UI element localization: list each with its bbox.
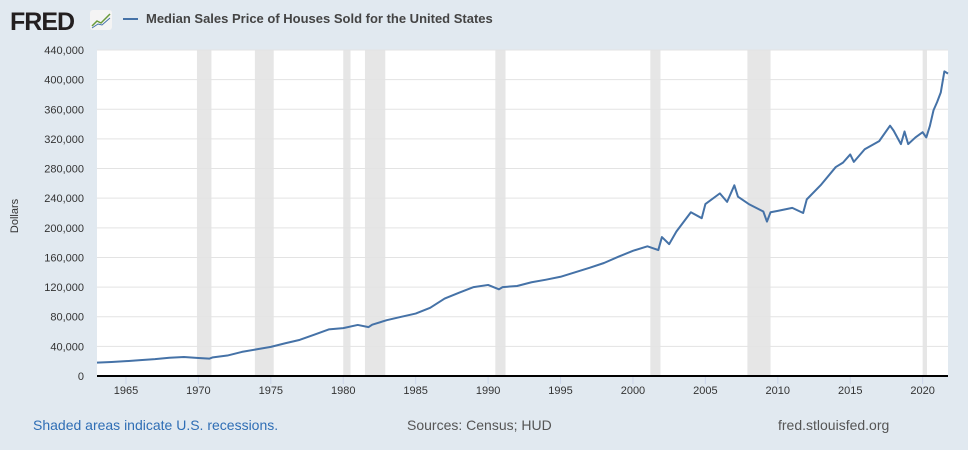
y-tick-label: 120,000 [44,282,84,294]
y-tick-label: 320,000 [44,134,84,146]
y-tick-label: 80,000 [50,312,84,324]
x-tick-label: 2005 [693,385,717,397]
legend-line-swatch [123,17,138,20]
x-tick-label: 1965 [114,385,138,397]
site-text: fred.stlouisfed.org [778,417,890,433]
plot-area [97,50,948,376]
recession-band [650,50,661,376]
y-tick-label: 0 [78,371,84,383]
x-tick-label: 1970 [186,385,210,397]
y-tick-label: 160,000 [44,252,84,264]
recession-band [495,50,506,376]
x-tick-label: 2000 [621,385,645,397]
y-tick-label: 440,000 [44,45,84,57]
x-tick-label: 1985 [403,385,427,397]
y-tick-label: 200,000 [44,223,84,235]
sources-text: Sources: Census; HUD [407,417,552,433]
recession-band [254,50,274,376]
y-tick-label: 240,000 [44,193,84,205]
recession-band [196,50,212,376]
chart: 0 40,000 80,000 120,000 160,000 200,000 240,00… [44,45,949,397]
x-tick-label: 1995 [548,385,572,397]
fred-graph-icon [90,10,112,30]
recession-note-link[interactable]: Shaded areas indicate U.S. recessions. [33,417,279,433]
y-tick-label: 360,000 [44,104,84,116]
recession-band [343,50,351,376]
y-tick-label: 40,000 [50,341,84,353]
y-tick-label: 400,000 [44,75,84,87]
recession-band [747,50,771,376]
recession-band [364,50,386,376]
x-tick-label: 1990 [476,385,500,397]
x-tick-label: 2020 [910,385,934,397]
series-line [96,70,949,364]
y-tick-label: 280,000 [44,164,84,176]
x-tick-label: 1980 [331,385,355,397]
fred-logo[interactable]: FRED [10,8,75,36]
recession-band [922,50,927,376]
x-tick-label: 1975 [259,385,283,397]
x-tick-label: 2010 [766,385,790,397]
x-tick-label: 2015 [838,385,862,397]
chart-title: Median Sales Price of Houses Sold for th… [146,11,493,26]
legend: Median Sales Price of Houses Sold for th… [123,11,493,26]
